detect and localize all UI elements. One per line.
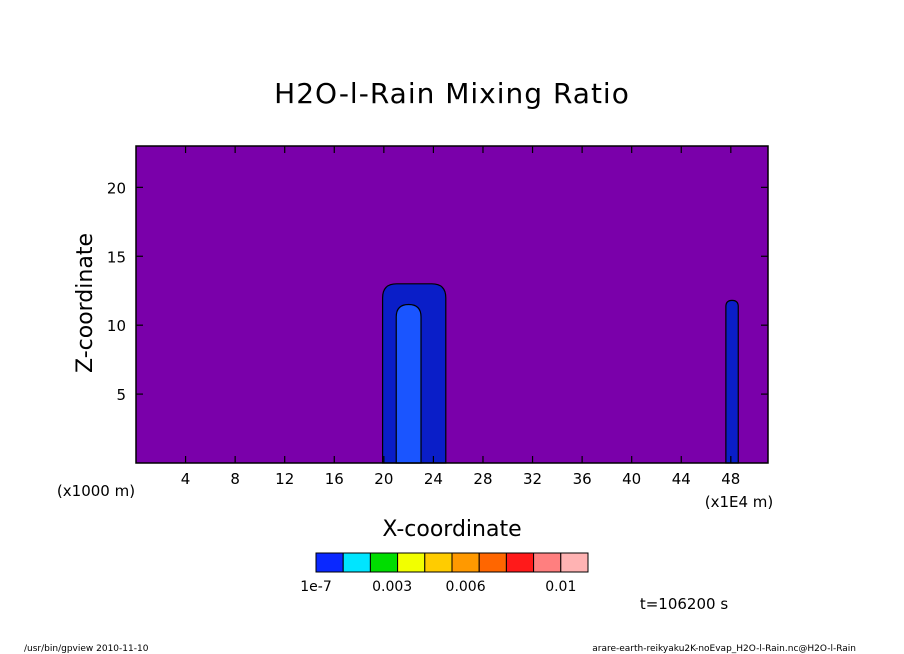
cell-2	[725, 299, 739, 464]
colorbar-swatch	[315, 552, 344, 573]
cell-1-core	[395, 303, 422, 464]
colorbar-label: 0.01	[545, 579, 576, 595]
x-tick-label: 28	[473, 470, 492, 488]
time-label: t=106200 s	[640, 595, 728, 613]
colorbar-swatch	[478, 552, 507, 573]
x-tick-label: 24	[424, 470, 443, 488]
x-tick-label: 20	[374, 470, 393, 488]
y-tick-label: 15	[107, 248, 126, 266]
x-tick-label: 16	[325, 470, 344, 488]
footer-left: /usr/bin/gpview 2010-11-10	[24, 644, 149, 654]
colorbar-swatch	[505, 552, 535, 573]
colorbar-swatch	[560, 552, 589, 573]
x-tick-label: 12	[275, 470, 294, 488]
x-tick-label: 8	[230, 470, 240, 488]
colorbar-label: 0.003	[372, 579, 412, 595]
y-tick-label: 20	[107, 179, 126, 197]
y-tick-label: 10	[107, 317, 126, 335]
y-tick-label: 5	[116, 386, 126, 404]
plot-background	[136, 146, 768, 463]
x-tick-label: 32	[523, 470, 542, 488]
colorbar-label: 1e-7	[300, 579, 331, 595]
x-tick-label: 48	[721, 470, 740, 488]
footer-right: arare-earth-reikyaku2K-noEvap_H2O-l-Rain…	[592, 644, 856, 654]
colorbar-swatch	[342, 552, 371, 573]
x-unit-label: (x1E4 m)	[705, 493, 774, 511]
x-tick-label: 4	[181, 470, 191, 488]
colorbar: 1e-7 0.003 0.006 0.01	[300, 552, 589, 595]
y-unit-label: (x1000 m)	[57, 482, 135, 500]
x-tick-label: 36	[573, 470, 592, 488]
colorbar-swatch	[397, 552, 426, 573]
colorbar-swatch	[369, 552, 399, 573]
y-axis-label: Z-coordinate	[73, 233, 98, 373]
chart-title: H2O-l-Rain Mixing Ratio	[274, 77, 630, 110]
colorbar-swatch	[451, 552, 480, 573]
plot-frame	[135, 145, 769, 464]
colorbar-swatch	[424, 552, 453, 573]
x-axis-label: X-coordinate	[382, 517, 521, 542]
x-tick-label: 44	[672, 470, 691, 488]
x-tick-label: 40	[622, 470, 641, 488]
colorbar-swatch	[533, 552, 562, 573]
colorbar-label: 0.006	[446, 579, 486, 595]
